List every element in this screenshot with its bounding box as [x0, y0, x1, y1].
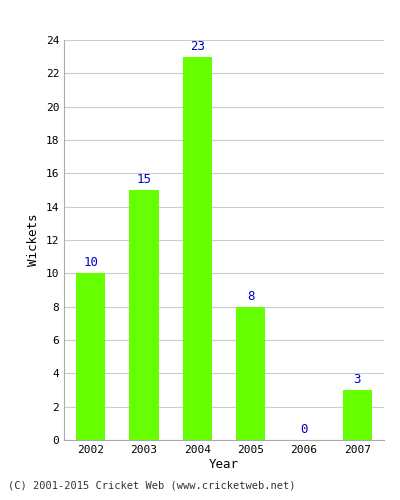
Text: 10: 10	[83, 256, 98, 269]
Y-axis label: Wickets: Wickets	[27, 214, 40, 266]
Bar	[76, 274, 105, 440]
Bar	[183, 56, 212, 440]
Text: 15: 15	[136, 173, 152, 186]
Text: 3: 3	[354, 373, 361, 386]
Text: 8: 8	[247, 290, 254, 302]
Bar	[343, 390, 372, 440]
Text: 0: 0	[300, 423, 308, 436]
Text: 23: 23	[190, 40, 205, 52]
Text: (C) 2001-2015 Cricket Web (www.cricketweb.net): (C) 2001-2015 Cricket Web (www.cricketwe…	[8, 480, 296, 490]
X-axis label: Year: Year	[209, 458, 239, 470]
Bar	[236, 306, 265, 440]
Bar	[129, 190, 159, 440]
